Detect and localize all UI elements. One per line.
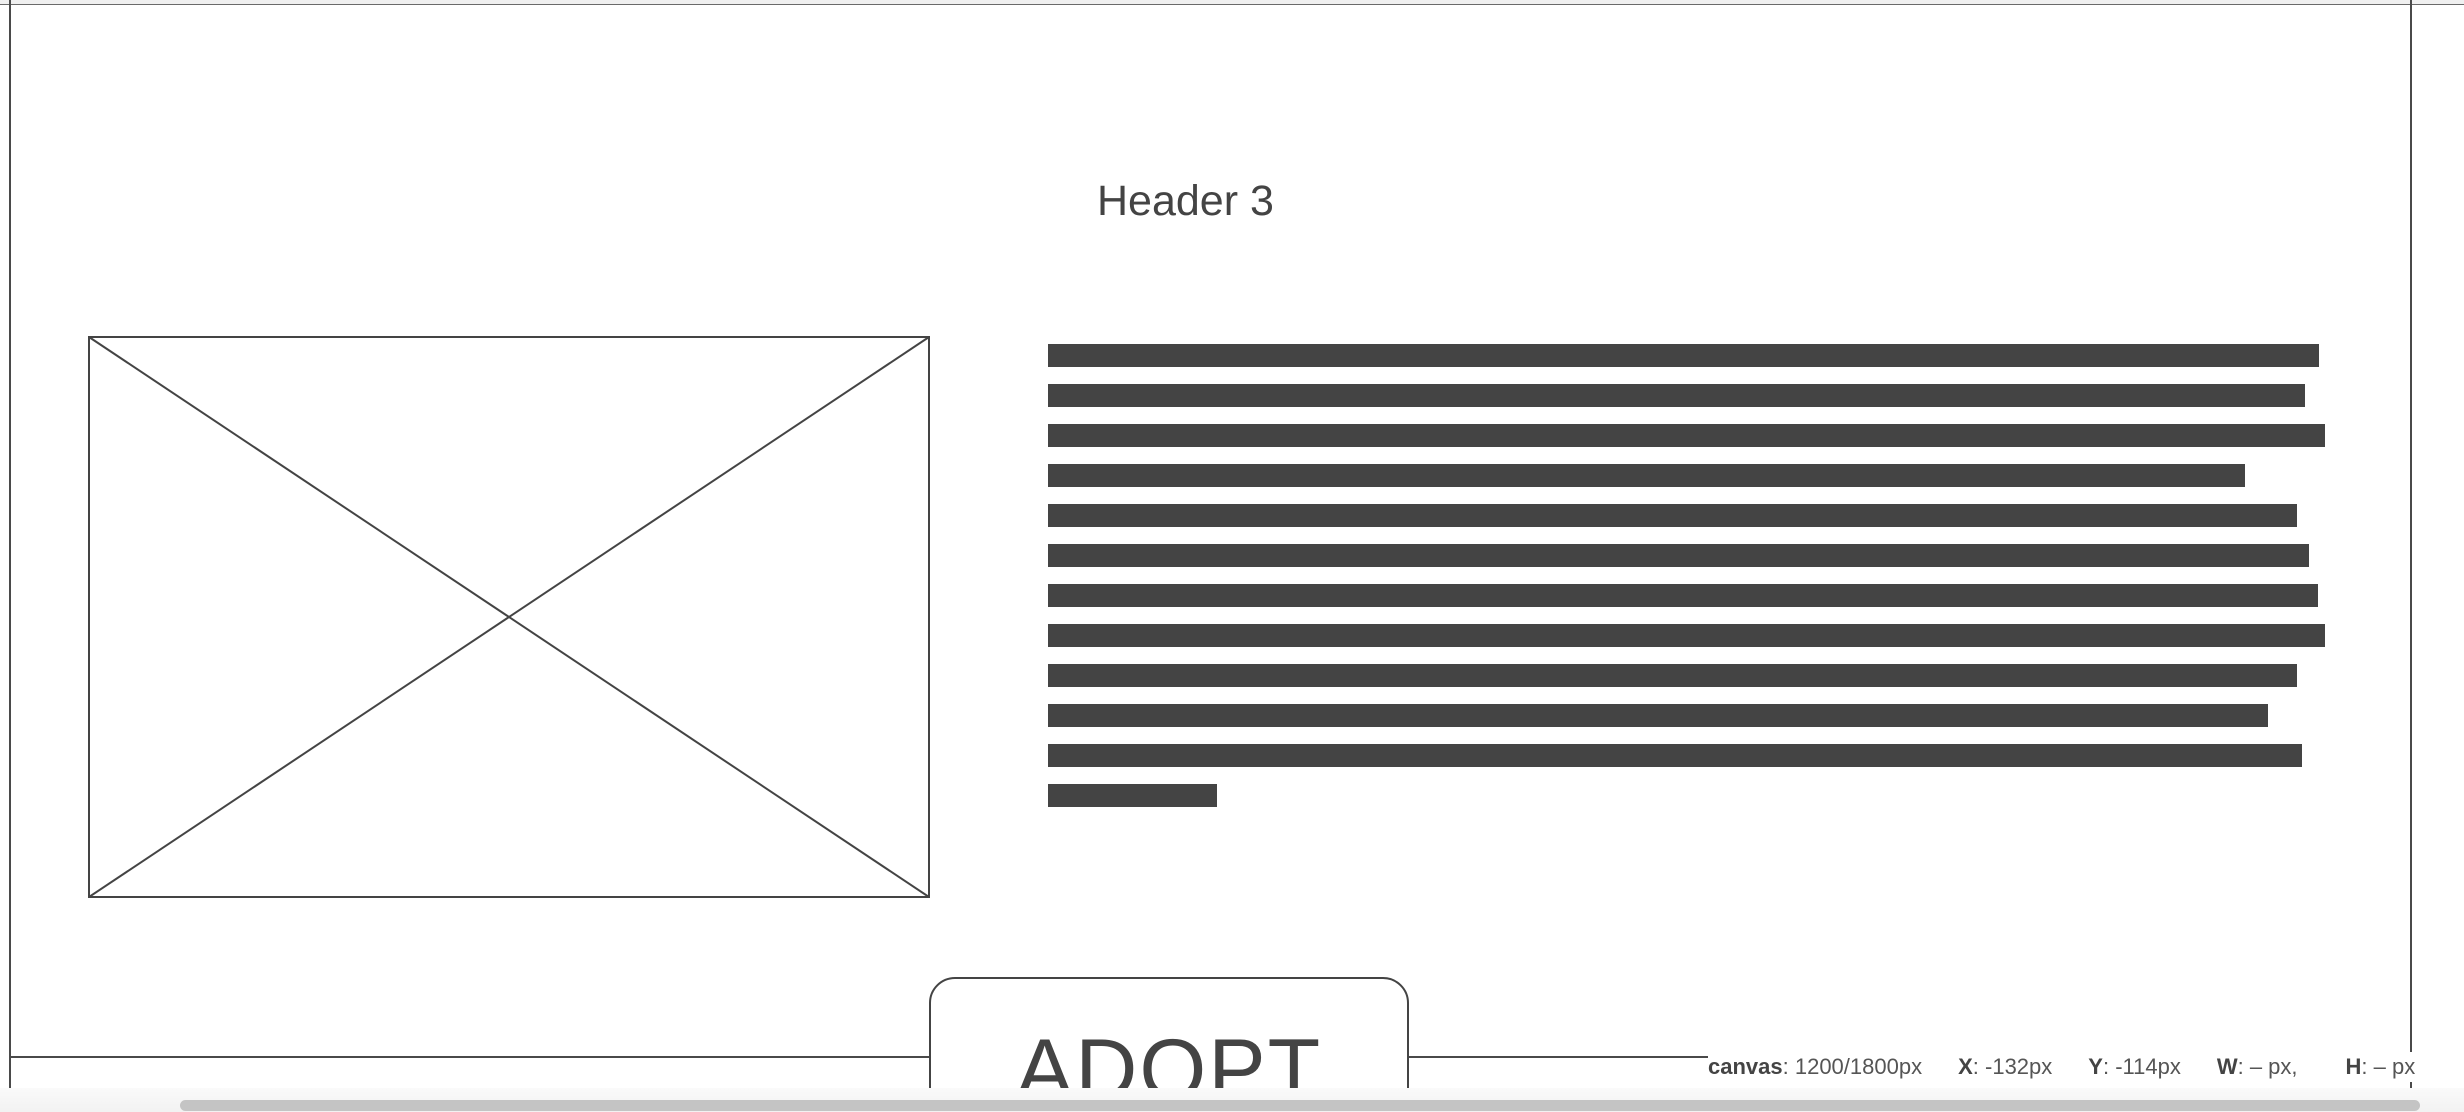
text-line <box>1048 344 2319 367</box>
canvas-left-edge <box>9 0 11 1112</box>
horizontal-scrollbar-thumb[interactable] <box>180 1100 2420 1111</box>
text-line <box>1048 704 2268 727</box>
text-line <box>1048 584 2318 607</box>
paragraph-placeholder[interactable] <box>1048 344 2328 824</box>
text-line <box>1048 464 2245 487</box>
status-w: W: – px, <box>2216 1054 2298 1079</box>
text-line <box>1048 624 2325 647</box>
status-y: Y: -114px <box>2088 1054 2181 1079</box>
text-line <box>1048 744 2302 767</box>
text-line <box>1048 504 2297 527</box>
canvas-right-edge <box>2410 0 2412 1112</box>
status-bar: canvas: 1200/1800px X: -132px Y: -114px … <box>1708 1052 2452 1082</box>
top-ruler <box>0 0 2464 5</box>
status-x: X: -132px <box>1958 1054 2053 1079</box>
text-line <box>1048 544 2309 567</box>
status-h: H: – px <box>2345 1054 2416 1079</box>
header-3-text[interactable]: Header 3 <box>1097 177 1274 225</box>
text-line <box>1048 784 1217 807</box>
image-placeholder-icon[interactable] <box>88 336 930 898</box>
text-line <box>1048 664 2297 687</box>
status-canvas-size: canvas: 1200/1800px <box>1708 1054 1923 1079</box>
text-line <box>1048 384 2305 407</box>
text-line <box>1048 424 2325 447</box>
